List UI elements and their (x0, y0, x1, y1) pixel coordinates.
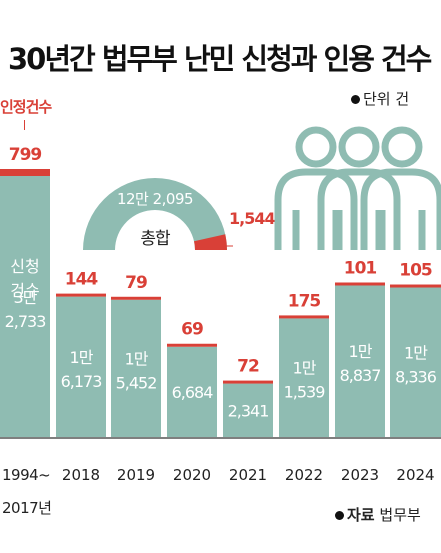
x-tick-label: 2024 (396, 466, 434, 484)
gauge-accepted-label: 1,544 (229, 209, 275, 228)
applications-value-label: 3만 (14, 288, 38, 307)
bar-accepted-cap-1 (56, 293, 106, 297)
source-prefix: 자료 (347, 506, 375, 524)
applications-value-label: 2,341 (228, 401, 269, 420)
first-bar-caption: 신청 (10, 257, 39, 276)
gauge-accepted-slice (194, 234, 227, 250)
person-body-icon (360, 168, 441, 250)
gauge-center-label: 총합 (140, 229, 171, 249)
bar-applications-7 (390, 287, 441, 437)
accepted-value-label: 69 (181, 320, 203, 340)
unit-text: 단위 건 (363, 90, 410, 108)
source-label: 자료 법무부 (335, 504, 421, 525)
applications-value-label: 1만 (125, 349, 149, 368)
bar-applications-3 (167, 346, 217, 437)
bar-applications-0 (0, 172, 50, 437)
bar-accepted-cap-2 (111, 296, 161, 300)
x-tick-label: 2020 (173, 466, 211, 484)
bar-applications-6 (335, 285, 385, 437)
person-head-icon (295, 126, 337, 168)
accepted-value-label: 101 (344, 258, 377, 278)
accepted-value-label: 799 (9, 145, 42, 165)
legend-tick (24, 120, 25, 130)
bar-applications-2 (111, 299, 161, 437)
applications-value-label: 1만 (70, 348, 94, 367)
person-head-icon (381, 126, 423, 168)
applications-value-label: 8,837 (340, 366, 381, 385)
source-name: 법무부 (379, 506, 421, 524)
unit-label: 단위 건 (351, 88, 409, 109)
x-tick-label: 1994~ (2, 466, 50, 484)
accepted-value-label: 144 (65, 270, 99, 290)
person-head-icon (338, 126, 380, 168)
accepted-value-label: 72 (237, 357, 259, 377)
applications-value-label: 2,733 (5, 312, 46, 331)
accepted-value-label: 105 (399, 261, 432, 281)
x-tick-label: 2022 (285, 466, 323, 484)
bullet-icon (335, 511, 344, 520)
applications-value-label: 6,173 (61, 372, 102, 391)
applications-value-label: 1만 (404, 343, 428, 362)
person-body-icon (274, 168, 358, 250)
applications-value-label: 1만 (349, 342, 373, 361)
legend-accepted: 인정건수 (0, 98, 52, 116)
accepted-value-label: 175 (288, 291, 321, 311)
bar-accepted-cap-4 (223, 380, 273, 384)
bar-accepted-cap-7 (390, 284, 441, 288)
bullet-icon (351, 95, 360, 104)
bar-applications-5 (279, 318, 329, 437)
x-tick-label: 2019 (117, 466, 155, 484)
bar-accepted-cap-3 (167, 343, 217, 347)
x-tick-label: 2021 (229, 466, 267, 484)
bar-accepted-cap-6 (335, 282, 385, 286)
applications-value-label: 8,336 (395, 367, 437, 386)
applications-value-label: 6,684 (172, 383, 214, 402)
gauge-arc (83, 178, 227, 250)
first-bar-caption: 건수 (10, 281, 39, 300)
gauge-total-label: 12만 2,095 (117, 190, 193, 208)
person-body-icon (317, 168, 401, 250)
applications-value-label: 1,539 (284, 383, 326, 402)
bar-accepted-cap-5 (279, 315, 329, 319)
bar-accepted-cap-0 (0, 169, 50, 176)
x-tick-label: 2017년 (2, 499, 51, 517)
x-tick-label: 2023 (341, 466, 379, 484)
bar-applications-4 (223, 383, 273, 437)
applications-value-label: 5,452 (116, 373, 157, 392)
x-tick-label: 2018 (62, 466, 100, 484)
accepted-value-label: 79 (125, 273, 147, 293)
applications-value-label: 1만 (293, 359, 317, 378)
chart-title: 30년간 법무부 난민 신청과 인용 건수 (8, 42, 432, 76)
bar-applications-1 (56, 296, 106, 437)
